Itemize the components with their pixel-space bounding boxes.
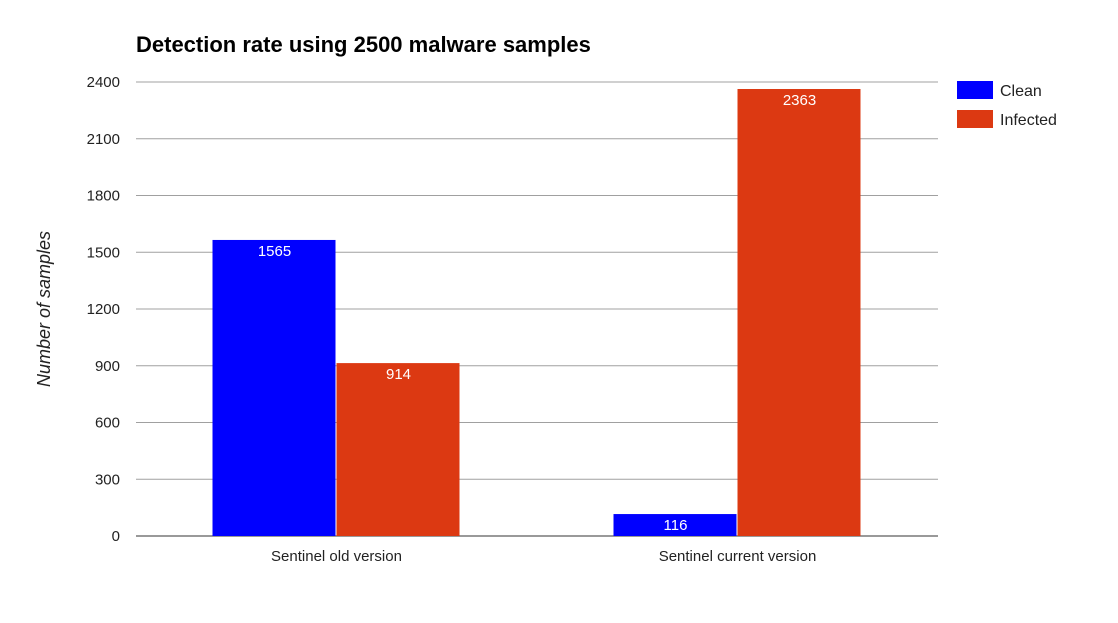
bar-value-label: 914 — [386, 366, 411, 383]
y-tick-label: 0 — [112, 528, 120, 545]
y-axis-label: Number of samples — [34, 231, 54, 387]
y-tick-label: 1500 — [87, 244, 120, 261]
y-tick-label: 2100 — [87, 131, 120, 148]
x-category-label: Sentinel old version — [271, 548, 402, 565]
bar-value-label: 2363 — [783, 92, 816, 109]
x-category-label: Sentinel current version — [659, 548, 817, 565]
y-axis-ticks: 0 300 600 900 1200 1500 1800 2100 2400 — [87, 74, 120, 545]
y-tick-label: 300 — [95, 471, 120, 488]
legend-label: Infected — [1000, 112, 1057, 129]
y-tick-label: 1200 — [87, 301, 120, 318]
bar — [336, 363, 460, 536]
bar-value-label: 116 — [664, 517, 688, 534]
legend-label: Clean — [1000, 83, 1042, 100]
bar — [613, 514, 737, 536]
chart-title: Detection rate using 2500 malware sample… — [136, 32, 591, 57]
y-tick-label: 600 — [95, 415, 120, 432]
legend-swatch — [957, 81, 993, 99]
bars: 1565 914 116 2363 — [212, 88, 861, 536]
y-tick-label: 900 — [95, 358, 120, 375]
bar-value-label: 1565 — [258, 243, 291, 260]
legend-swatch — [957, 110, 993, 128]
bar — [737, 88, 861, 536]
bar — [212, 239, 336, 536]
y-tick-label: 2400 — [87, 74, 120, 91]
legend: Clean Infected — [957, 81, 1057, 129]
y-tick-label: 1800 — [87, 188, 120, 205]
x-axis-categories: Sentinel old version Sentinel current ver… — [271, 548, 816, 565]
